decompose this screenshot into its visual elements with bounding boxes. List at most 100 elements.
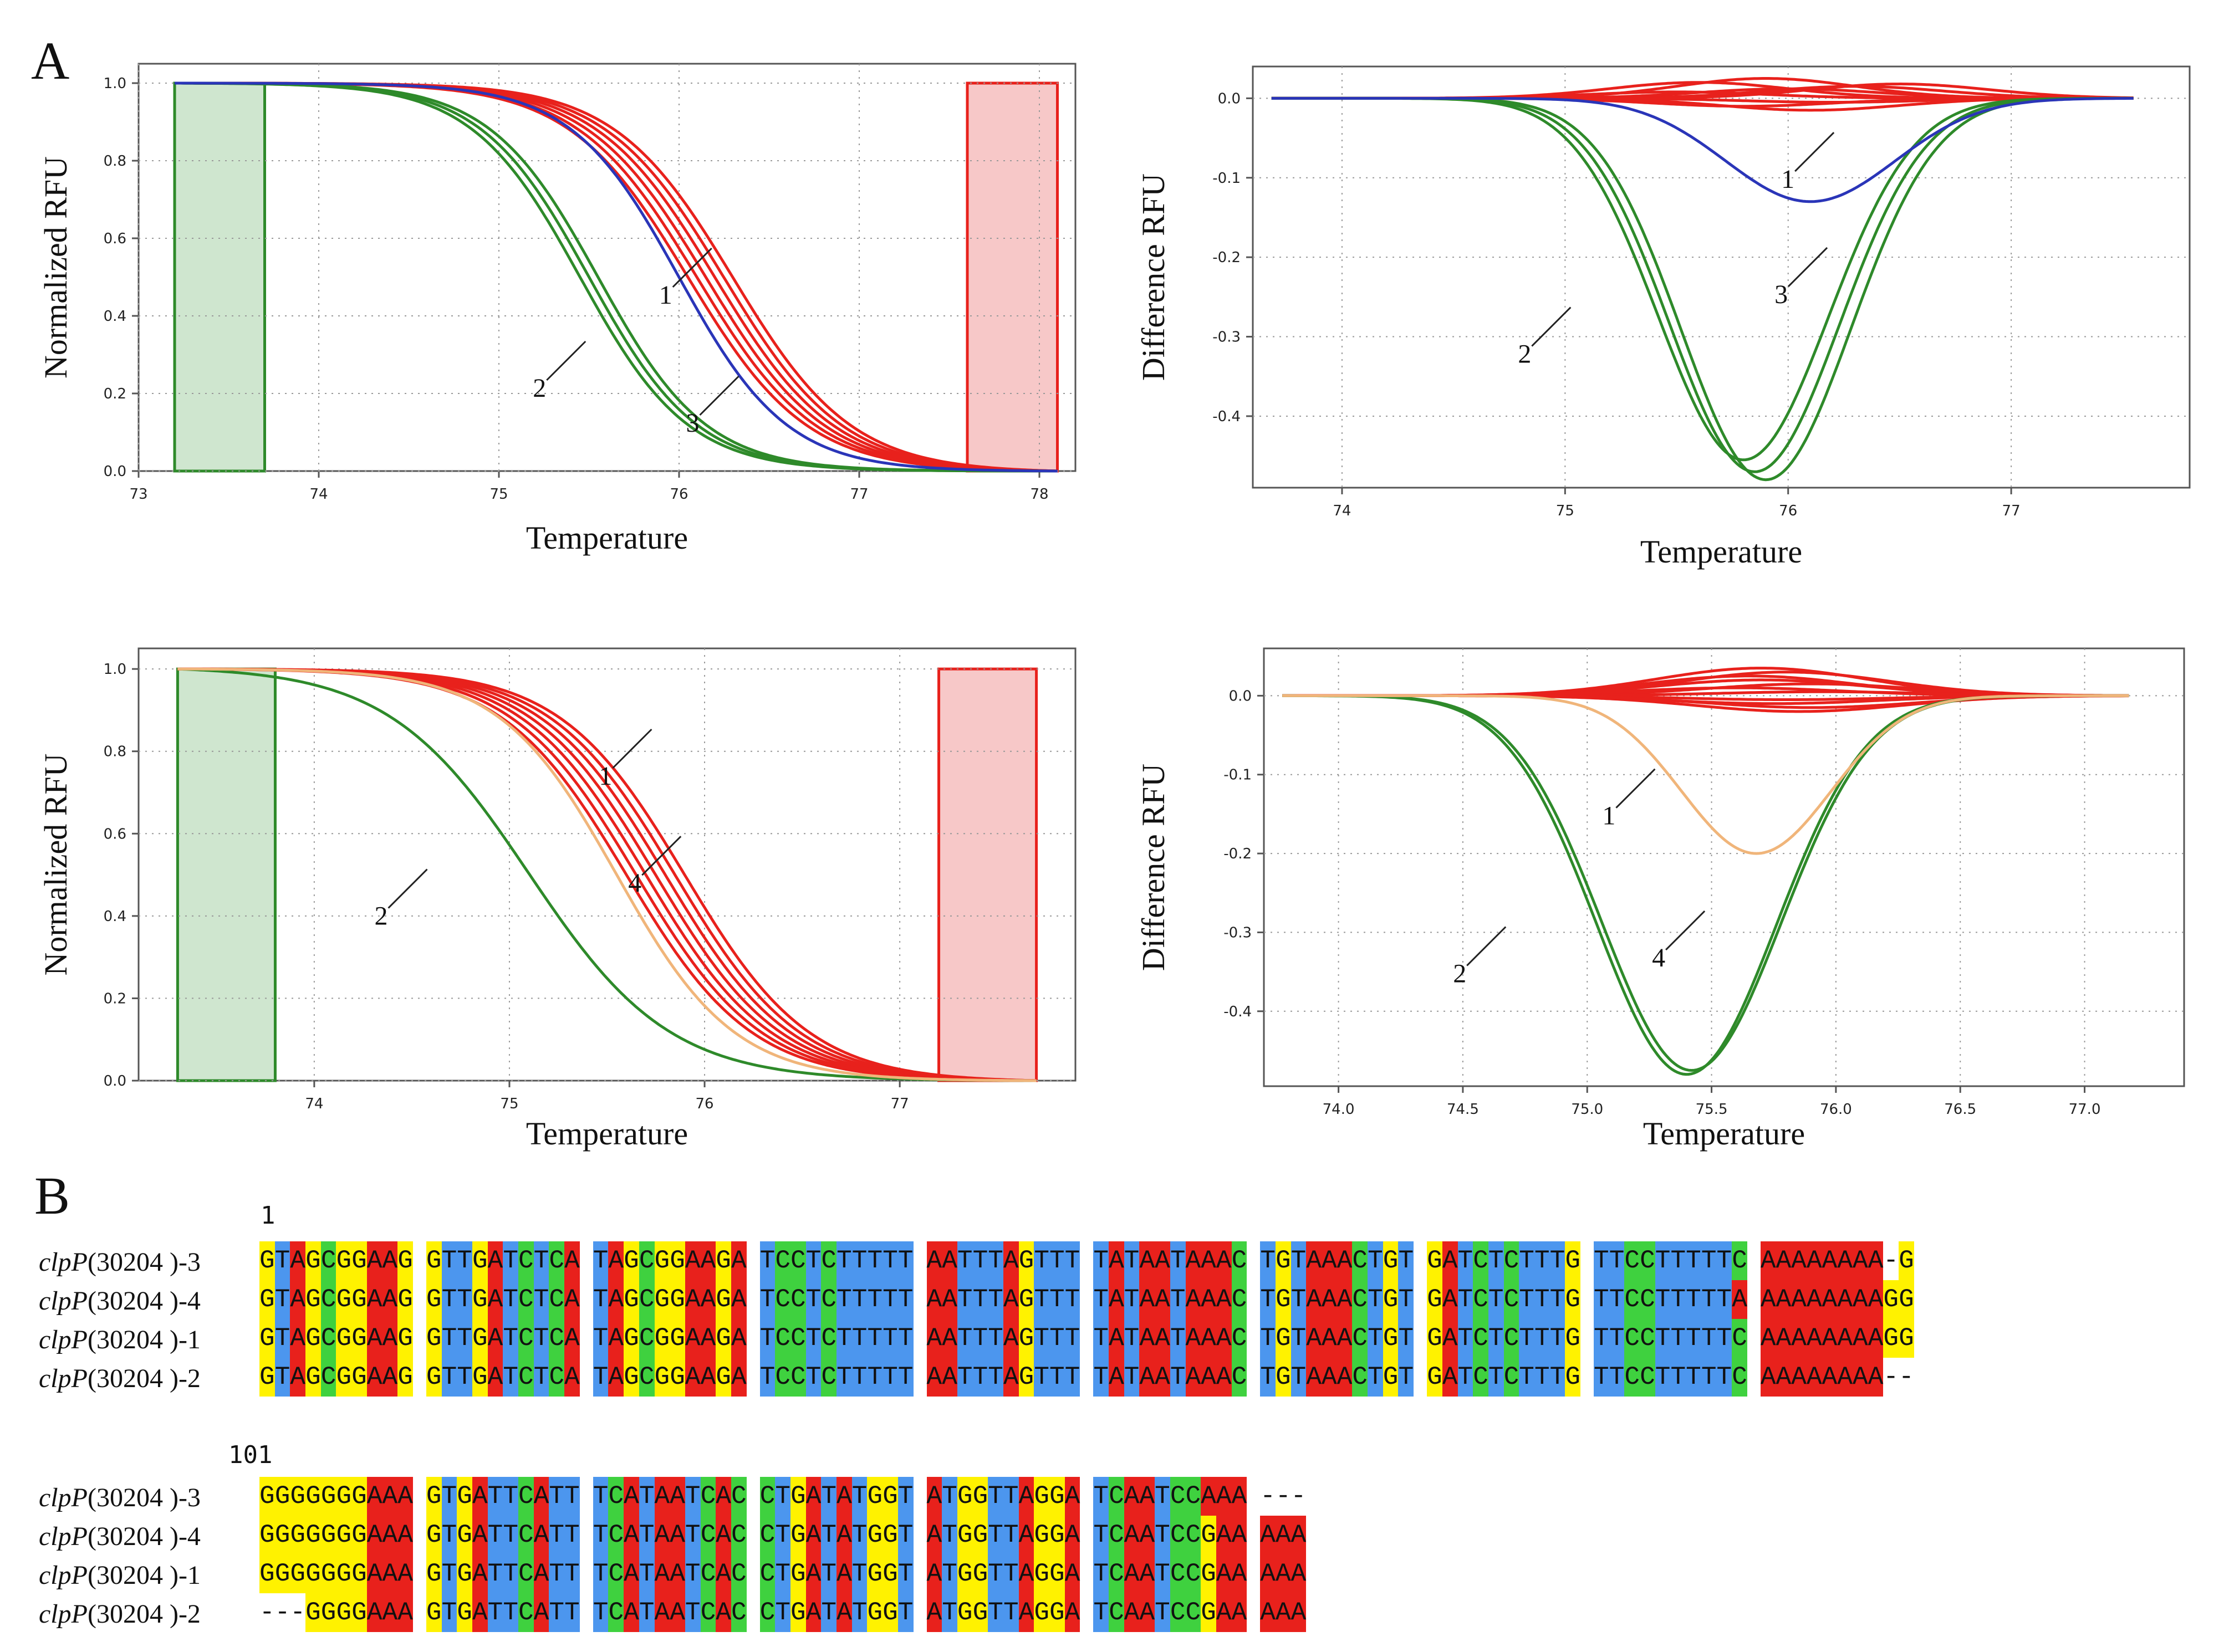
base-G: G bbox=[351, 1554, 367, 1593]
base-G: G bbox=[957, 1593, 973, 1632]
x-axis-title: Temperature bbox=[1643, 1116, 1805, 1152]
base-T: T bbox=[821, 1593, 837, 1632]
block1-seq-2: GTAGCGGAAG GTTGATCTCA TAGCGGAAGA TCCTCTTTTT… bbox=[259, 1280, 1914, 1319]
base-G: G bbox=[457, 1516, 472, 1554]
base-T: T bbox=[1594, 1358, 1609, 1397]
chart-bottom-right-svg: 74.0 74.5 75.0 75.5 76.0 76.5 77.0 0.0 -0.1 -0.2 -… bbox=[1135, 647, 2185, 1152]
base-A: A bbox=[654, 1593, 670, 1632]
base-A: A bbox=[1124, 1516, 1140, 1554]
base-T: T bbox=[685, 1516, 701, 1554]
base-T: T bbox=[1534, 1358, 1550, 1397]
base-A: A bbox=[1185, 1241, 1201, 1280]
alignment-gap: - bbox=[259, 1598, 275, 1627]
base-T: T bbox=[972, 1280, 988, 1319]
base-T: T bbox=[503, 1358, 518, 1397]
base-G: G bbox=[290, 1516, 306, 1554]
base-T: T bbox=[1457, 1319, 1473, 1358]
block1-label-3: clpP(30204 )-1 bbox=[39, 1324, 201, 1355]
base-A: A bbox=[716, 1554, 731, 1593]
block2-label-2: clpP(30204 )-4 bbox=[39, 1521, 201, 1552]
x-tick-label: 75.5 bbox=[1696, 1101, 1728, 1118]
base-A: A bbox=[1822, 1358, 1838, 1397]
base-C: C bbox=[1640, 1241, 1655, 1280]
base-C: C bbox=[1732, 1358, 1747, 1397]
base-G: G bbox=[972, 1516, 988, 1554]
base-A: A bbox=[1216, 1516, 1232, 1554]
base-T: T bbox=[549, 1554, 565, 1593]
base-T: T bbox=[759, 1358, 776, 1397]
base-T: T bbox=[1519, 1319, 1534, 1358]
base-A: A bbox=[366, 1516, 382, 1554]
base-T: T bbox=[1155, 1554, 1170, 1593]
base-T: T bbox=[503, 1516, 518, 1554]
base-A: A bbox=[608, 1280, 624, 1319]
base-T: T bbox=[1716, 1358, 1732, 1397]
y-tick-label: 0.2 bbox=[104, 386, 126, 402]
base-A: A bbox=[382, 1516, 398, 1554]
base-G: G bbox=[624, 1319, 639, 1358]
base-T: T bbox=[851, 1319, 868, 1358]
base-T: T bbox=[897, 1516, 914, 1554]
callout-label-2: 2 bbox=[375, 902, 388, 931]
series-4-curve bbox=[1282, 694, 2129, 855]
base-A: A bbox=[805, 1516, 822, 1554]
base-A: A bbox=[700, 1358, 716, 1397]
base-G: G bbox=[305, 1554, 321, 1593]
base-G: G bbox=[1383, 1319, 1399, 1358]
base-G: G bbox=[1049, 1516, 1065, 1554]
base-A: A bbox=[624, 1593, 639, 1632]
base-T: T bbox=[503, 1319, 518, 1358]
block2-seq-4: ---GGGGAAA GTGATTCATT TCATAATCAC CTGATATGGT… bbox=[259, 1593, 1307, 1632]
base-T: T bbox=[564, 1516, 580, 1554]
base-T: T bbox=[805, 1280, 822, 1319]
base-G: G bbox=[790, 1477, 806, 1516]
base-A: A bbox=[942, 1319, 957, 1358]
base-C: C bbox=[549, 1358, 565, 1397]
base-A: A bbox=[1231, 1593, 1247, 1632]
pre-melt-region bbox=[176, 667, 277, 1082]
base-A: A bbox=[1139, 1593, 1155, 1632]
base-T: T bbox=[942, 1554, 957, 1593]
base-A: A bbox=[1201, 1358, 1216, 1397]
base-T: T bbox=[972, 1319, 988, 1358]
base-T: T bbox=[457, 1358, 472, 1397]
base-A: A bbox=[1064, 1593, 1080, 1632]
base-A: A bbox=[836, 1554, 852, 1593]
base-G: G bbox=[1275, 1280, 1291, 1319]
gene-name: clpP bbox=[39, 1483, 88, 1512]
callout-leader bbox=[699, 375, 739, 416]
base-T: T bbox=[1609, 1241, 1625, 1280]
base-A: A bbox=[624, 1516, 639, 1554]
base-A: A bbox=[1442, 1319, 1458, 1358]
base-A: A bbox=[716, 1516, 731, 1554]
base-A: A bbox=[926, 1319, 942, 1358]
base-T: T bbox=[441, 1280, 457, 1319]
base-T: T bbox=[957, 1319, 973, 1358]
base-A: A bbox=[1291, 1516, 1307, 1554]
label-rest: (30204 )-3 bbox=[87, 1247, 201, 1277]
base-T: T bbox=[988, 1280, 1003, 1319]
x-tick-label: 75 bbox=[1556, 503, 1574, 519]
base-C: C bbox=[1185, 1593, 1201, 1632]
series-3-curve bbox=[175, 81, 1058, 473]
base-G: G bbox=[867, 1477, 883, 1516]
chart-top-left-svg: 73 74 75 76 77 78 0.0 0.2 0.4 0.6 0.8 1.0 Temperatur… bbox=[38, 63, 1077, 556]
base-C: C bbox=[639, 1358, 655, 1397]
base-A: A bbox=[1018, 1477, 1034, 1516]
x-tick-label: 74.0 bbox=[1323, 1101, 1355, 1118]
callout-label-1: 1 bbox=[1602, 801, 1615, 831]
base-G: G bbox=[426, 1358, 442, 1397]
base-T: T bbox=[851, 1477, 868, 1516]
base-A: A bbox=[290, 1241, 306, 1280]
callout-label-4: 4 bbox=[1652, 943, 1665, 973]
base-T: T bbox=[883, 1319, 898, 1358]
y-axis-title: Difference RFU bbox=[1135, 173, 1171, 381]
base-A: A bbox=[1260, 1593, 1276, 1632]
base-A: A bbox=[1322, 1319, 1337, 1358]
base-C: C bbox=[549, 1280, 565, 1319]
base-G: G bbox=[670, 1280, 685, 1319]
base-A: A bbox=[1776, 1241, 1792, 1280]
label-rest: (30204 )-2 bbox=[87, 1364, 201, 1393]
base-G: G bbox=[397, 1280, 413, 1319]
base-G: G bbox=[320, 1593, 336, 1632]
